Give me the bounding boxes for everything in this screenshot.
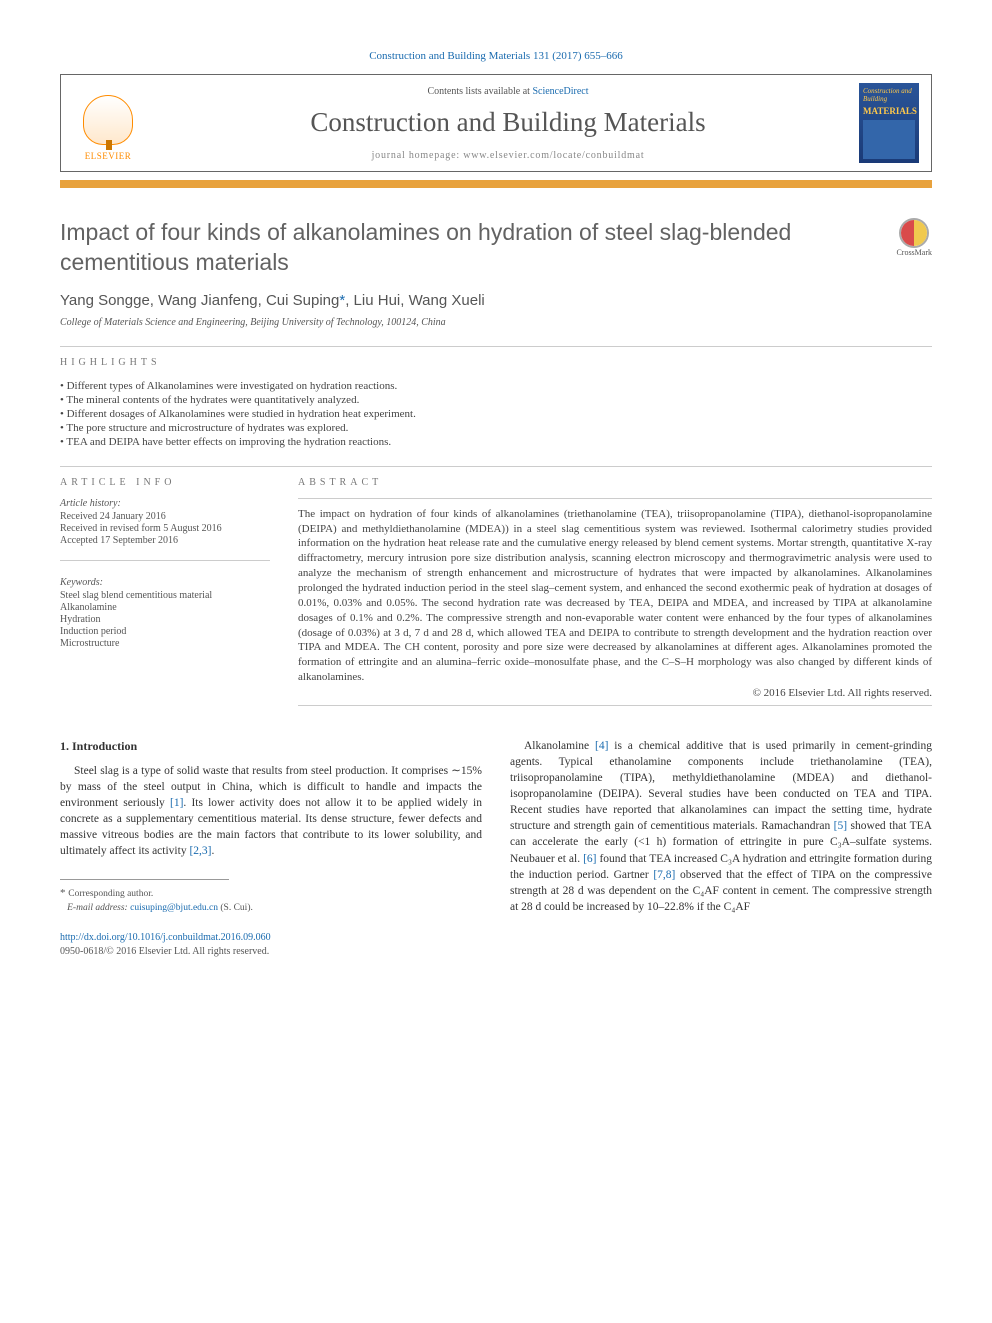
corresponding-footnote: * Corresponding author. [60,886,482,901]
divider [60,466,932,467]
keyword: Hydration [60,614,270,625]
divider [60,560,270,561]
abstract-heading: abstract [298,477,932,488]
highlights-heading: highlights [60,357,932,368]
journal-title: Construction and Building Materials [157,107,859,138]
crossmark-icon [899,218,929,248]
article-info-column: article info Article history: Received 2… [60,477,270,706]
abstract-text: The impact on hydration of four kinds of… [298,507,932,685]
doi-link[interactable]: http://dx.doi.org/10.1016/j.conbuildmat.… [60,931,482,945]
body-column-right: Alkanolamine [4] is a chemical additive … [510,738,932,959]
highlights-list: Different types of Alkanolamines were in… [60,380,932,448]
revised-date: Received in revised form 5 August 2016 [60,523,270,534]
elsevier-text: ELSEVIER [85,151,132,161]
homepage-url[interactable]: www.elsevier.com/locate/conbuildmat [463,150,644,161]
section-heading-intro: 1. Introduction [60,738,482,755]
crossmark-label: CrossMark [896,248,932,257]
citation-link[interactable]: [5] [834,820,847,832]
elsevier-logo: ELSEVIER [73,86,143,161]
running-header: Construction and Building Materials 131 … [60,50,932,62]
article-info-heading: article info [60,477,270,488]
highlight-item: The pore structure and microstructure of… [60,422,932,434]
abstract-copyright: © 2016 Elsevier Ltd. All rights reserved… [298,687,932,699]
email-footnote: E-mail address: cuisuping@bjut.edu.cn (S… [60,902,482,915]
citation-link[interactable]: [7,8] [653,869,675,881]
citation-link[interactable]: [1] [170,797,183,809]
sciencedirect-link[interactable]: ScienceDirect [532,86,588,97]
body-column-left: 1. Introduction Steel slag is a type of … [60,738,482,959]
cover-image-icon [863,120,915,159]
email-link[interactable]: cuisuping@bjut.edu.cn [130,903,218,913]
citation-link[interactable]: [6] [583,853,596,865]
divider [298,498,932,499]
accepted-date: Accepted 17 September 2016 [60,535,270,546]
citation-link[interactable]: [2,3] [189,845,211,857]
keyword: Steel slag blend cementitious material [60,590,270,601]
contents-prefix: Contents lists available at [427,86,532,97]
highlight-item: Different types of Alkanolamines were in… [60,380,932,392]
footnote-separator [60,879,229,880]
cover-title-line1: Construction and Building [863,87,915,104]
article-title: Impact of four kinds of alkanolamines on… [60,218,878,278]
highlight-item: Different dosages of Alkanolamines were … [60,408,932,420]
elsevier-tree-icon [83,95,133,145]
crossmark-badge[interactable]: CrossMark [896,218,932,257]
citation-link[interactable]: [4] [595,740,608,752]
intro-paragraph-2: Alkanolamine [4] is a chemical additive … [510,738,932,915]
abstract-column: abstract The impact on hydration of four… [298,477,932,706]
history-label: Article history: [60,498,270,509]
highlight-item: TEA and DEIPA have better effects on imp… [60,436,932,448]
issn-copyright: 0950-0618/© 2016 Elsevier Ltd. All right… [60,945,482,959]
keyword: Microstructure [60,638,270,649]
authors-line: Yang Songge, Wang Jianfeng, Cui Suping*,… [60,292,932,309]
divider [60,346,932,347]
authors-part2: , Liu Hui, Wang Xueli [345,292,485,309]
homepage-prefix: journal homepage: [372,150,464,161]
keyword: Induction period [60,626,270,637]
keywords-label: Keywords: [60,577,270,588]
received-date: Received 24 January 2016 [60,511,270,522]
header-accent-bar [60,180,932,188]
cover-title-line2: MATERIALS [863,106,915,116]
contents-line: Contents lists available at ScienceDirec… [157,86,859,97]
journal-cover-thumbnail: Construction and Building MATERIALS [859,83,919,163]
highlight-item: The mineral contents of the hydrates wer… [60,394,932,406]
intro-paragraph: Steel slag is a type of solid waste that… [60,763,482,860]
journal-header-box: ELSEVIER Contents lists available at Sci… [60,74,932,172]
affiliation: College of Materials Science and Enginee… [60,317,932,328]
journal-homepage: journal homepage: www.elsevier.com/locat… [157,150,859,161]
divider [298,705,932,706]
keyword: Alkanolamine [60,602,270,613]
authors-part1: Yang Songge, Wang Jianfeng, Cui Suping [60,292,339,309]
